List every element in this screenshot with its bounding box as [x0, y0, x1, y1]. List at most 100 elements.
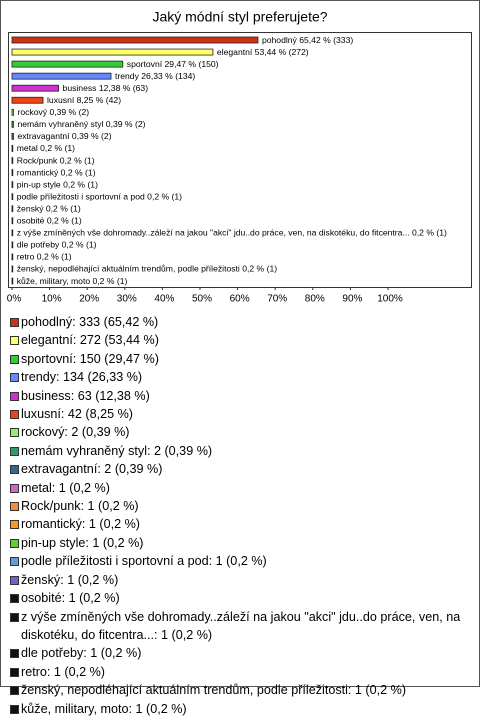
legend-item: luxusní: 42 (8,25 %) — [8, 405, 470, 423]
bar-label: romantický 0,2 % (1) — [17, 167, 96, 177]
legend-swatch — [10, 575, 19, 585]
legend-swatch — [10, 428, 19, 438]
bar-label: dle potřeby 0,2 % (1) — [17, 240, 97, 250]
x-tick-label: 40% — [154, 294, 174, 305]
bar-label: podle příležitosti i sportovní a pod 0,2… — [17, 191, 182, 201]
legend-label: retro: 1 (0,2 %) — [21, 664, 105, 679]
legend-swatch — [10, 446, 19, 456]
bar — [11, 145, 14, 152]
legend-label: romantický: 1 (0,2 %) — [21, 517, 140, 532]
legend-swatch — [10, 520, 19, 530]
bar-label: extravagantní 0,39 % (2) — [17, 131, 111, 141]
legend-label: podle příležitosti i sportovní a pod: 1 … — [21, 554, 267, 569]
legend-item: romantický: 1 (0,2 %) — [8, 515, 470, 533]
chart-title: Jaký módní styl preferujete? — [152, 9, 327, 25]
legend-label: rockový: 2 (0,39 %) — [21, 425, 130, 440]
legend-item: osobité: 1 (0,2 %) — [8, 589, 470, 607]
legend-item: business: 63 (12,38 %) — [8, 387, 470, 405]
bar-label: metal 0,2 % (1) — [17, 143, 75, 153]
bar-label: pohodlný 65,42 % (333) — [262, 35, 353, 45]
bar-label: ženský 0,2 % (1) — [17, 203, 81, 213]
x-tick-label: 60% — [230, 294, 250, 305]
bar — [11, 84, 59, 92]
legend-item: kůže, military, moto: 1 (0,2 %) — [8, 700, 470, 718]
bar-label: z výše zmíněných vše dohromady..záleží n… — [17, 228, 447, 238]
bar — [11, 241, 14, 249]
bar — [11, 277, 14, 285]
legend-swatch — [10, 354, 19, 364]
bar-label: Rock/punk 0,2 % (1) — [17, 155, 95, 165]
bar-label: business 12,38 % (63) — [63, 83, 149, 93]
legend-swatch — [10, 686, 19, 696]
legend-label: luxusní: 42 (8,25 %) — [21, 407, 134, 422]
legend-label: z výše zmíněných vše dohromady..záleží n… — [21, 609, 461, 642]
legend-item: pin-up style: 1 (0,2 %) — [8, 534, 470, 552]
legend-item: z výše zmíněných vše dohromady..záleží n… — [8, 608, 470, 645]
legend-item: sportovní: 150 (29,47 %) — [8, 350, 470, 368]
bar-label: osobité 0,2 % (1) — [17, 216, 82, 226]
legend-swatch — [10, 373, 19, 383]
bar-label: ženský, nepodléhající aktuálním trendům,… — [17, 264, 277, 274]
bar-label: rockový 0,39 % (2) — [17, 107, 89, 117]
x-tick-label: 10% — [42, 294, 62, 305]
bar — [11, 157, 14, 164]
legend-label: trendy: 134 (26,33 %) — [21, 370, 143, 385]
legend-label: nemám vyhraněný styl: 2 (0,39 %) — [21, 443, 213, 458]
bar-label: retro 0,2 % (1) — [17, 252, 72, 262]
bar — [11, 217, 14, 225]
chart: Jaký módní styl preferujete? 0% 10% 20% 30%… — [7, 9, 472, 305]
bar-label: luxusní 8,25 % (42) — [47, 95, 121, 105]
legend-swatch — [10, 704, 19, 714]
bar — [11, 253, 14, 261]
bar — [11, 48, 214, 56]
legend-item: dle potřeby: 1 (0,2 %) — [8, 644, 470, 662]
bar-label: pin-up style 0,2 % (1) — [17, 179, 98, 189]
bar — [11, 36, 259, 44]
bar — [11, 60, 124, 68]
bar-label: elegantní 53,44 % (272) — [217, 47, 309, 57]
x-tick-label: 100% — [377, 294, 403, 305]
legend-item: Rock/punk: 1 (0,2 %) — [8, 497, 470, 515]
bar — [11, 120, 14, 128]
legend-swatch — [10, 594, 19, 604]
bar — [11, 265, 14, 273]
bar-label: sportovní 29,47 % (150) — [127, 59, 219, 69]
legend-label: pohodlný: 333 (65,42 %) — [21, 315, 159, 329]
x-tick-label: 20% — [79, 294, 99, 305]
x-tick-label: 30% — [117, 294, 137, 305]
legend-label: business: 63 (12,38 %) — [21, 388, 150, 403]
legend-label: elegantní: 272 (53,44 %) — [21, 333, 159, 348]
x-tick-label: 0% — [7, 294, 22, 305]
legend-label: ženský, nepodléhající aktuálním trendům,… — [21, 683, 407, 698]
legend-swatch — [10, 502, 19, 512]
bar — [11, 132, 14, 140]
bar-label: trendy 26,33 % (134) — [115, 71, 195, 81]
bar — [11, 205, 14, 213]
x-tick-label: 80% — [305, 294, 325, 305]
legend-swatch — [10, 483, 19, 493]
legend-label: Rock/punk: 1 (0,2 %) — [21, 499, 139, 514]
legend-label: dle potřeby: 1 (0,2 %) — [21, 646, 142, 661]
legend-item: trendy: 134 (26,33 %) — [8, 368, 470, 386]
legend-label: metal: 1 (0,2 %) — [21, 480, 110, 495]
legend-swatch — [10, 612, 19, 622]
legend-label: ženský: 1 (0,2 %) — [21, 572, 119, 587]
legend-swatch — [10, 410, 19, 420]
legend-swatch — [10, 336, 19, 346]
legend-swatch — [10, 538, 19, 548]
bar — [11, 108, 14, 116]
bar-label: nemám vyhraněný styl 0,39 % (2) — [17, 119, 145, 129]
bar — [11, 96, 44, 104]
legend-item: ženský: 1 (0,2 %) — [8, 571, 470, 589]
legend-label: pin-up style: 1 (0,2 %) — [21, 535, 144, 550]
x-tick-label: 70% — [267, 294, 287, 305]
legend-label: sportovní: 150 (29,47 %) — [21, 351, 159, 366]
legend-label: osobité: 1 (0,2 %) — [21, 591, 120, 606]
legend-item: podle příležitosti i sportovní a pod: 1 … — [8, 552, 470, 570]
bar — [11, 229, 14, 237]
legend-item: rockový: 2 (0,39 %) — [8, 423, 470, 441]
legend-swatch — [10, 318, 19, 327]
legend-item: retro: 1 (0,2 %) — [8, 663, 470, 681]
bar — [11, 169, 14, 176]
